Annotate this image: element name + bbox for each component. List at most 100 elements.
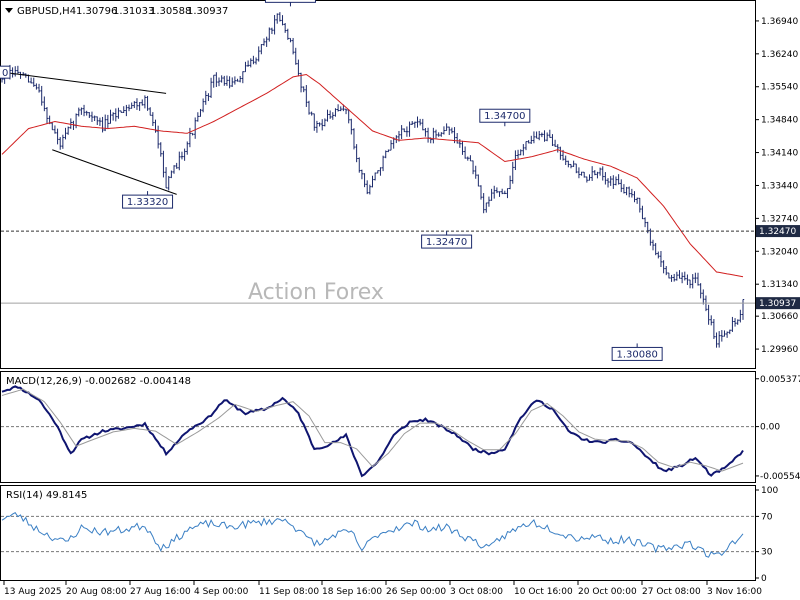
- price-bar: [702, 289, 705, 305]
- price-tick-label: 1.34140: [761, 149, 798, 159]
- price-bar: [548, 129, 552, 138]
- price-bar: [69, 118, 73, 129]
- price-bar: [135, 98, 139, 110]
- price-bar: [651, 239, 655, 251]
- price-tag-label: 1.32470: [759, 227, 796, 237]
- price-bar: [220, 75, 223, 83]
- price-bar: [413, 121, 417, 128]
- dropdown-arrow-icon[interactable]: [5, 8, 13, 13]
- price-bar: [151, 112, 155, 127]
- price-tick-label: 1.36940: [761, 17, 798, 27]
- price-tick-label: 1.31340: [761, 280, 798, 290]
- price-bar: [680, 272, 684, 284]
- price-bar: [204, 90, 207, 105]
- price-bar: [641, 205, 644, 220]
- time-tick-label: 11 Sep 08:00: [259, 587, 319, 597]
- callout-box: [421, 234, 473, 249]
- price-bar: [90, 111, 94, 122]
- trend-lines: [1, 71, 177, 195]
- price-bar: [384, 150, 387, 159]
- price-bar: [291, 37, 295, 55]
- price-bar: [437, 132, 440, 137]
- price-bar: [318, 122, 321, 127]
- price-bar: [649, 228, 652, 246]
- price-bar: [736, 319, 739, 325]
- price-bar: [516, 149, 520, 159]
- rsi-tick-label: 30: [761, 548, 773, 558]
- price-panel-frame: [0, 0, 756, 369]
- price-bar: [556, 144, 559, 153]
- price-bar: [731, 316, 734, 332]
- price-callout: 1.30080: [611, 343, 663, 361]
- price-bar: [707, 304, 710, 325]
- price-bar: [43, 96, 46, 112]
- price-bar: [455, 133, 459, 144]
- price-bar: [366, 180, 369, 195]
- price-bar: [254, 57, 258, 65]
- price-bar: [231, 77, 234, 87]
- price-bar: [350, 118, 353, 135]
- moving-average: [1, 73, 744, 278]
- price-bar: [37, 83, 41, 93]
- callout-label: 1.32470: [426, 237, 467, 248]
- price-bar: [463, 146, 467, 159]
- price-bar: [207, 93, 210, 102]
- price-bar: [307, 100, 311, 115]
- price-bar: [530, 135, 533, 144]
- price-bar: [82, 104, 86, 117]
- price-bar: [400, 125, 403, 139]
- price-bar: [336, 104, 340, 112]
- price-bar: [665, 266, 668, 276]
- macd-tick-label: 0.00: [760, 423, 780, 433]
- price-bar: [88, 112, 91, 119]
- price-bar: [524, 141, 528, 151]
- price-title: GBPUSD,H4: [17, 6, 76, 17]
- price-bar: [310, 111, 313, 116]
- price-bar: [170, 170, 173, 179]
- price-bar: [178, 151, 181, 171]
- price-bar: [477, 174, 480, 187]
- price-bar: [527, 140, 530, 144]
- time-tick-label: 27 Aug 16:00: [130, 587, 191, 597]
- price-bar: [196, 112, 200, 122]
- price-bar: [583, 171, 586, 178]
- price-bar: [162, 150, 165, 178]
- partial-price-label: 0: [2, 68, 8, 79]
- horizontal-levels: [1, 230, 755, 304]
- price-tag-box: [756, 225, 800, 238]
- price-bar: [725, 331, 729, 338]
- price-bar: [328, 110, 332, 119]
- price-bar: [564, 155, 567, 166]
- price-bar: [620, 179, 623, 193]
- price-bar: [410, 121, 414, 125]
- price-bar: [498, 191, 501, 197]
- price-bar: [270, 27, 274, 35]
- time-tick-label: 27 Oct 08:00: [642, 587, 701, 597]
- price-tick-label: 1.34840: [761, 116, 798, 126]
- price-bar: [387, 149, 390, 153]
- price-bar: [96, 116, 99, 126]
- price-bar: [217, 77, 221, 87]
- price-bar: [588, 174, 591, 181]
- price-tick-label: 1.32740: [761, 214, 798, 224]
- price-bar: [625, 186, 628, 196]
- price-high: 1.31033: [113, 6, 154, 17]
- price-bar: [421, 118, 424, 131]
- price-bar: [720, 330, 724, 342]
- price-bar: [717, 331, 721, 348]
- price-bar: [609, 176, 612, 186]
- price-bar: [567, 160, 570, 168]
- price-callout: 1.37250: [264, 0, 316, 7]
- price-bar: [553, 139, 557, 147]
- price-bar: [601, 166, 604, 181]
- price-bar: [201, 98, 205, 113]
- price-bar: [622, 184, 626, 194]
- price-bar: [606, 178, 610, 188]
- price-bar: [416, 116, 419, 128]
- price-bar: [246, 60, 250, 67]
- price-axis: 1.36940 1.36240 1.35540 1.34840 1.34140 1.334…: [755, 17, 800, 355]
- price-bar: [598, 167, 602, 176]
- price-bar: [149, 107, 152, 116]
- price-bar: [249, 58, 252, 68]
